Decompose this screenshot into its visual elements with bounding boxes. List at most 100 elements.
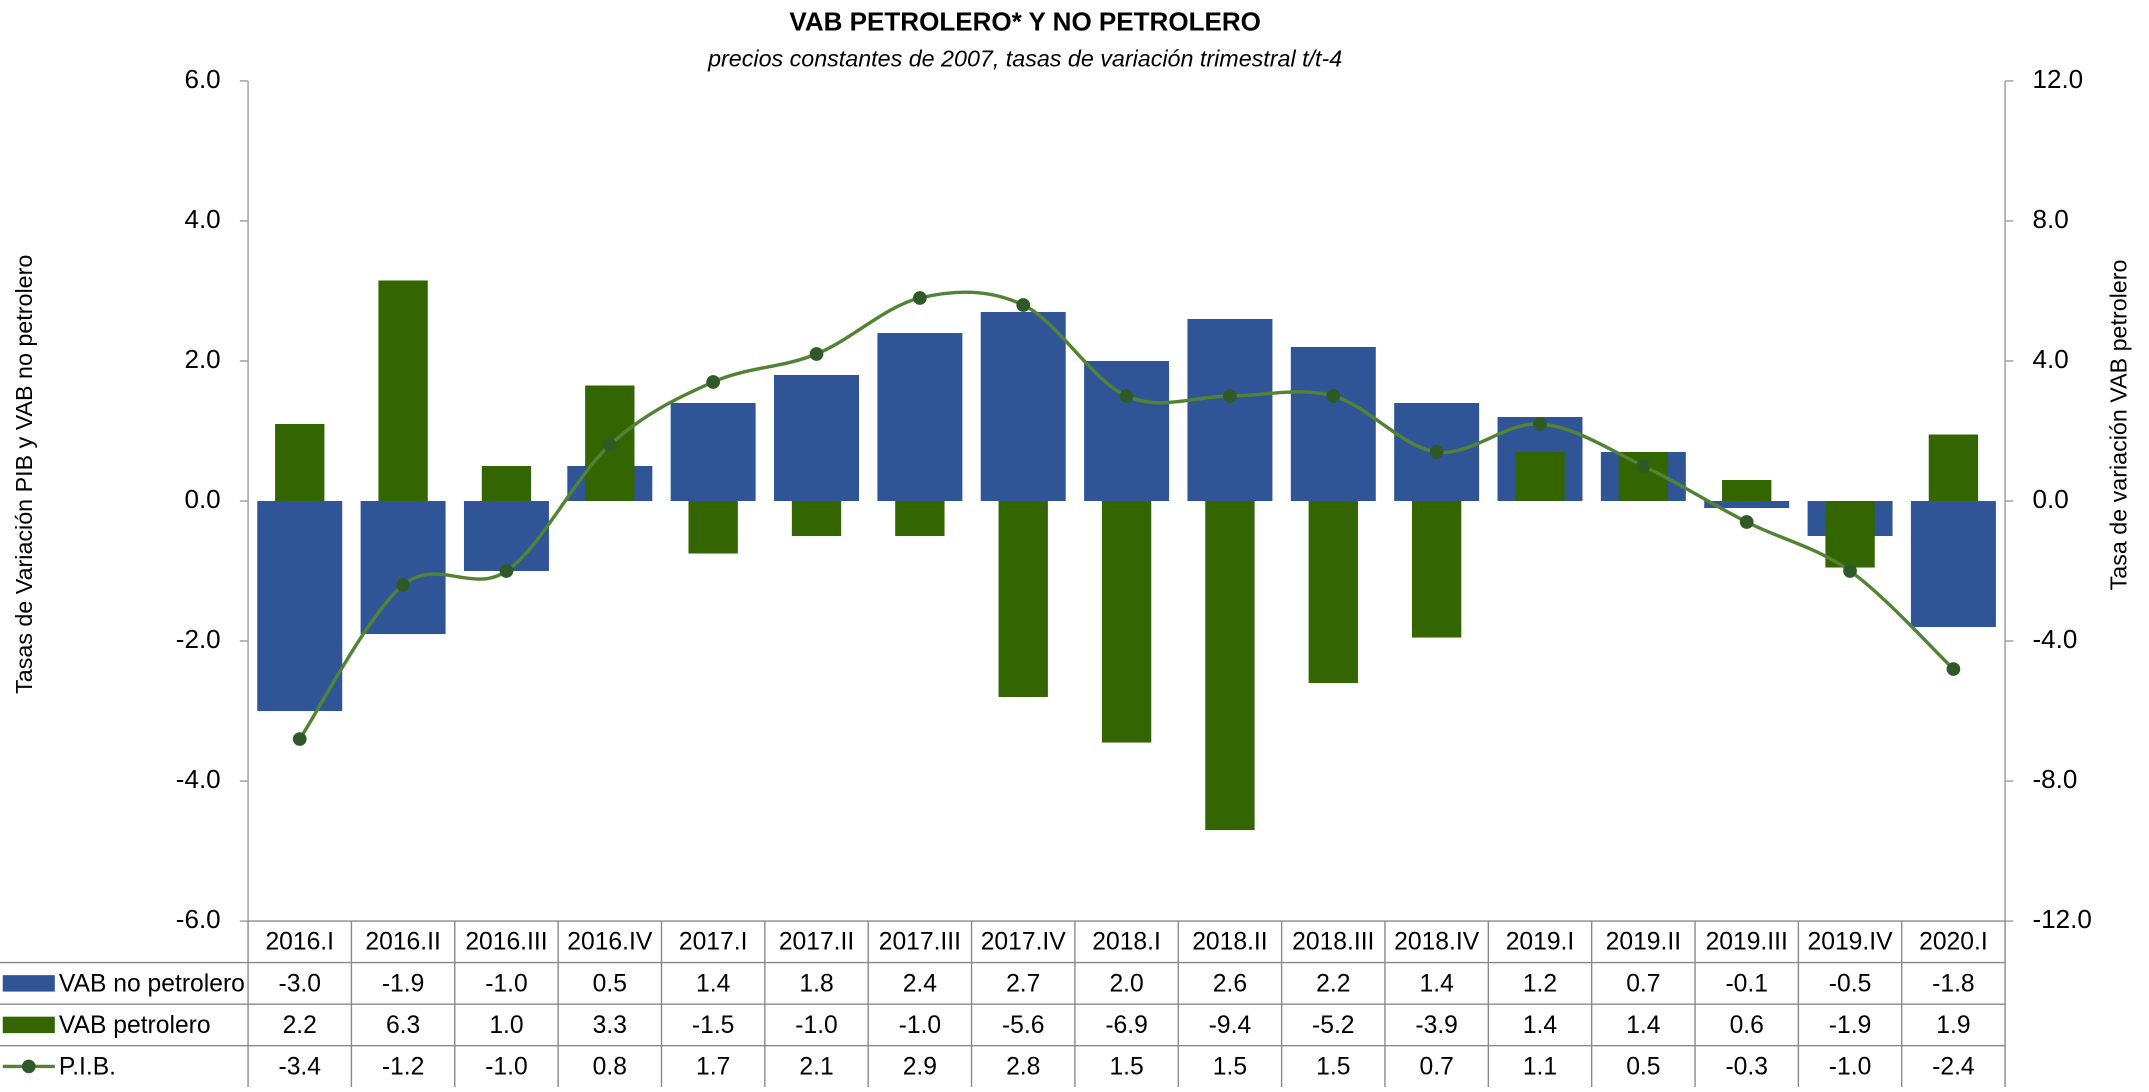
y-tick-label: -4.0 [176, 764, 221, 794]
table-value: -1.0 [485, 1053, 528, 1080]
x-tick-label: 2017.II [779, 929, 854, 956]
table-value: 1.7 [696, 1053, 730, 1080]
y2-tick-label: 8.0 [2033, 204, 2069, 234]
y2-tick-label: 12.0 [2033, 64, 2084, 94]
table-value: -0.1 [1725, 970, 1768, 997]
bar [378, 280, 428, 502]
table-value: 0.5 [593, 970, 627, 997]
line [298, 290, 1955, 741]
bar [1101, 501, 1152, 743]
table-value: 0.8 [593, 1053, 627, 1080]
chart-title: VAB PETROLERO* Y NO PETROLERO [789, 6, 1261, 36]
table-value: 2.2 [283, 1012, 317, 1039]
y2-axis-label: Tasa de variación VAB petrolero [2105, 260, 2131, 591]
bar [1704, 501, 1790, 509]
bar [1515, 452, 1565, 502]
bar [360, 501, 446, 635]
bar [895, 501, 945, 537]
line-marker [1223, 389, 1237, 403]
line-marker [1843, 564, 1857, 578]
table-value: 1.2 [1523, 970, 1557, 997]
table-value: -0.3 [1725, 1053, 1768, 1080]
bar [1411, 501, 1462, 638]
line-marker [1946, 662, 1961, 676]
table-value: 1.8 [799, 970, 833, 997]
table-value: -3.4 [278, 1053, 321, 1080]
bar [1928, 434, 1979, 502]
table-value: 6.3 [386, 1012, 420, 1039]
table-value: -1.8 [1932, 970, 1975, 997]
x-tick-label: 2018.IV [1394, 929, 1480, 956]
legend-key [2, 1016, 55, 1034]
x-tick-label: 2018.III [1292, 929, 1374, 956]
x-tick-label: 2016.IV [567, 929, 653, 956]
y-tick-label: 0.0 [184, 484, 220, 514]
table-value: -1.5 [692, 1012, 734, 1039]
line-marker [1429, 445, 1444, 459]
y-axis-label: Tasas de Variación PIB y VAB no petroler… [11, 255, 37, 694]
table-value: -9.4 [1209, 1012, 1252, 1039]
table-value: 2.1 [799, 1053, 833, 1080]
table-value: -3.9 [1415, 1012, 1458, 1039]
table-value: 1.9 [1936, 1012, 1970, 1039]
table-value: 1.1 [1523, 1053, 1557, 1080]
table-value: 0.7 [1420, 1053, 1454, 1080]
line-marker [602, 438, 617, 452]
bar [670, 402, 756, 502]
y-tick-label: 4.0 [184, 204, 220, 234]
bar [877, 332, 963, 502]
table-value: -1.2 [382, 1053, 424, 1080]
bar [1910, 501, 1996, 628]
table-value: -1.0 [795, 1012, 837, 1039]
y2-tick-label: 0.0 [2033, 484, 2069, 514]
legend-key [2, 975, 55, 992]
line-marker [809, 347, 824, 361]
y2-tick-label: 4.0 [2033, 344, 2069, 374]
table-value: 2.2 [1316, 970, 1350, 997]
table-value: -0.5 [1829, 970, 1872, 997]
bar [1722, 480, 1772, 502]
table-value: -2.4 [1932, 1053, 1975, 1080]
table-value: -3.0 [278, 970, 321, 997]
table-value: 1.5 [1316, 1053, 1350, 1080]
x-tick-label: 2016.I [265, 929, 334, 956]
x-tick-label: 2017.III [879, 929, 961, 956]
line-marker [499, 564, 514, 578]
y2-tick-label: -12.0 [2033, 904, 2092, 934]
bar [1205, 501, 1255, 831]
bar [1290, 346, 1376, 502]
table-value: -1.0 [1829, 1053, 1872, 1080]
x-tick-label: 2020.I [1919, 929, 1988, 956]
line-marker [1326, 389, 1341, 403]
legend-label: VAB petrolero [59, 1012, 211, 1039]
table-value: 2.6 [1213, 970, 1247, 997]
bar [998, 501, 1048, 698]
bar [1187, 318, 1273, 502]
table-value: 1.0 [489, 1012, 523, 1039]
table-value: 2.7 [1006, 970, 1040, 997]
line-marker [1533, 417, 1547, 431]
table-value: -1.9 [1829, 1012, 1872, 1039]
bar [1084, 360, 1170, 502]
table-value: -5.2 [1312, 1012, 1355, 1039]
line-marker [1119, 389, 1134, 403]
x-tick-label: 2017.I [679, 929, 748, 956]
table-value: 1.4 [1420, 970, 1454, 997]
x-tick-label: 2019.IV [1808, 929, 1894, 956]
y2-tick-label: -4.0 [2033, 624, 2078, 654]
table-value: 0.5 [1626, 1053, 1660, 1080]
table-value: 2.9 [903, 1053, 937, 1080]
y-tick-label: -6.0 [176, 904, 221, 934]
y2-tick-label: -8.0 [2033, 764, 2078, 794]
bar [481, 466, 532, 502]
bar [463, 501, 549, 572]
table-value: -1.0 [485, 970, 528, 997]
table-value: -6.9 [1105, 1012, 1148, 1039]
x-tick-label: 2019.II [1606, 929, 1681, 956]
x-tick-label: 2018.I [1092, 929, 1161, 956]
bar [1825, 501, 1875, 568]
bar [257, 501, 343, 712]
bar [688, 501, 738, 554]
x-tick-label: 2016.II [365, 929, 440, 956]
